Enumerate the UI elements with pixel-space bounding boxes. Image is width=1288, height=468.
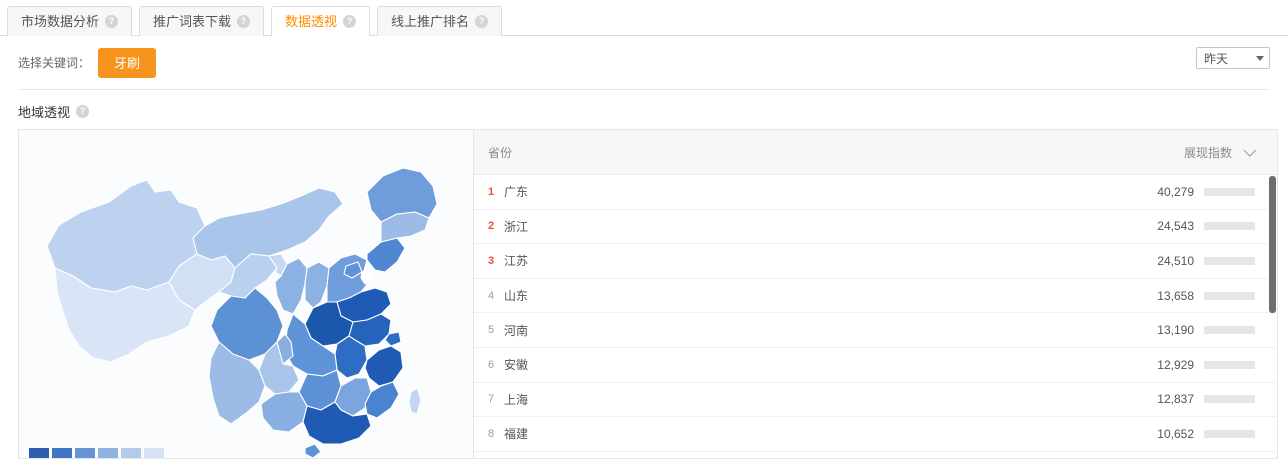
row-rank: 5 xyxy=(488,324,495,337)
legend-swatch-1 xyxy=(29,448,49,458)
column-header-index[interactable]: 展现指数 xyxy=(1183,143,1257,161)
tab-online-promotion-ranking[interactable]: 线上推广排名 ? xyxy=(377,6,503,36)
chevron-down-icon xyxy=(1256,55,1264,61)
map-region-taiwan xyxy=(408,387,422,415)
map-region-tianjin xyxy=(360,269,373,285)
date-range-select[interactable]: 昨天 xyxy=(1196,47,1270,69)
map-region-tibet xyxy=(54,267,196,363)
table-body[interactable]: 1 广东 40,279 2 浙江 24,543 3 江苏 24,510 4 山东 13,658 5 河南 1… xyxy=(474,175,1277,458)
keyword-chip-toothbrush[interactable]: 牙刷 xyxy=(98,47,157,78)
row-index-value: 13,658 xyxy=(1157,288,1194,303)
row-bar-track xyxy=(1204,326,1255,335)
help-icon[interactable]: ? xyxy=(475,15,489,28)
row-bar-track xyxy=(1204,187,1255,196)
table-row[interactable]: 3 江苏 24,510 xyxy=(474,244,1277,279)
map-region-shanxi xyxy=(304,261,330,309)
keyword-label: 选择关键词： xyxy=(18,56,91,70)
table-row[interactable]: 7 上海 12,837 xyxy=(474,383,1277,418)
section-divider xyxy=(18,89,1270,90)
row-bar-track xyxy=(1204,291,1255,300)
legend-swatch-3 xyxy=(75,448,95,458)
map-region-anhui xyxy=(334,335,368,379)
row-rank: 4 xyxy=(488,289,495,302)
tab-keyword-list-download[interactable]: 推广词表下载 ? xyxy=(139,6,265,36)
map-region-shaanxi xyxy=(274,257,308,315)
map-region-hainan xyxy=(304,443,322,458)
row-index-value: 12,837 xyxy=(1157,392,1194,407)
date-range-value: 昨天 xyxy=(1204,51,1229,66)
table-row[interactable]: 1 广东 40,279 xyxy=(474,175,1277,210)
row-index-value: 24,543 xyxy=(1157,219,1194,234)
tab-label: 推广词表下载 xyxy=(153,14,232,29)
table-header: 省份 展现指数 xyxy=(474,130,1277,175)
column-header-province: 省份 xyxy=(488,145,513,160)
table-row[interactable]: 2 浙江 24,543 xyxy=(474,210,1277,245)
map-region-guangdong xyxy=(302,401,372,445)
row-bar-track xyxy=(1204,429,1255,438)
map-color-legend xyxy=(29,448,164,458)
row-index-value: 10,652 xyxy=(1157,426,1194,441)
tab-label: 市场数据分析 xyxy=(21,14,100,29)
row-rank: 3 xyxy=(488,254,495,267)
help-icon[interactable]: ? xyxy=(76,105,90,118)
tab-label: 线上推广排名 xyxy=(391,14,470,29)
tab-market-data-analysis[interactable]: 市场数据分析 ? xyxy=(7,6,133,36)
section-title-text: 地域透视 xyxy=(18,105,71,120)
help-icon[interactable]: ? xyxy=(237,15,251,28)
row-province-name: 福建 xyxy=(504,427,529,442)
table-row[interactable]: 5 河南 13,190 xyxy=(474,313,1277,348)
row-rank: 7 xyxy=(488,393,495,406)
column-header-index-label: 展现指数 xyxy=(1183,145,1232,160)
row-rank: 1 xyxy=(488,185,495,198)
row-rank: 8 xyxy=(488,427,495,440)
row-province-name: 江苏 xyxy=(504,254,529,269)
row-province-name: 浙江 xyxy=(504,219,529,234)
map-region-beijing xyxy=(343,261,363,279)
regional-content: 省份 展现指数 1 广东 40,279 2 浙江 24,543 3 江苏 24,510 4 山东 13… xyxy=(18,129,1278,459)
keyword-selector-row: 选择关键词： 牙刷 昨天 xyxy=(0,36,1288,89)
row-rank: 6 xyxy=(488,358,495,371)
tab-bar: 市场数据分析 ? 推广词表下载 ? 数据透视 ? 线上推广排名 ? xyxy=(0,0,1288,37)
help-icon[interactable]: ? xyxy=(343,15,357,28)
row-bar-track xyxy=(1204,360,1255,369)
row-province-name: 河南 xyxy=(504,323,529,338)
vertical-scrollbar-thumb[interactable] xyxy=(1269,176,1276,313)
row-bar-track xyxy=(1204,222,1255,231)
table-row[interactable]: 6 安徽 12,929 xyxy=(474,348,1277,383)
chevron-down-icon[interactable] xyxy=(1243,143,1257,157)
legend-swatch-5 xyxy=(121,448,141,458)
china-choropleth-map[interactable] xyxy=(18,129,473,459)
row-index-value: 12,929 xyxy=(1157,357,1194,372)
tab-label: 数据透视 xyxy=(285,14,338,29)
table-row[interactable]: 4 山东 13,658 xyxy=(474,279,1277,314)
row-bar-track xyxy=(1204,395,1255,404)
province-ranking-table: 省份 展现指数 1 广东 40,279 2 浙江 24,543 3 江苏 24,510 4 山东 13… xyxy=(473,129,1278,459)
row-index-value: 40,279 xyxy=(1157,184,1194,199)
map-region-guangxi xyxy=(260,391,308,433)
map-region-liaoning xyxy=(366,237,406,273)
row-province-name: 广东 xyxy=(504,185,529,200)
map-region-inner-mongolia xyxy=(192,187,344,269)
row-index-value: 13,190 xyxy=(1157,323,1194,338)
row-province-name: 安徽 xyxy=(504,358,529,373)
row-rank: 2 xyxy=(488,220,495,233)
legend-swatch-2 xyxy=(52,448,72,458)
row-index-value: 24,510 xyxy=(1157,253,1194,268)
map-svg xyxy=(46,167,438,458)
tab-data-perspective[interactable]: 数据透视 ? xyxy=(271,6,371,37)
row-bar-track xyxy=(1204,256,1255,265)
legend-swatch-6 xyxy=(144,448,164,458)
section-title-regional: 地域透视 ? xyxy=(0,90,1288,129)
legend-swatch-4 xyxy=(98,448,118,458)
row-province-name: 山东 xyxy=(504,289,529,304)
map-region-fujian xyxy=(364,381,400,419)
map-region-heilongjiang xyxy=(366,167,438,223)
help-icon[interactable]: ? xyxy=(105,15,119,28)
map-region-yunnan xyxy=(208,341,266,425)
table-row[interactable]: 8 福建 10,652 xyxy=(474,417,1277,452)
map-region-shanghai xyxy=(384,331,402,347)
map-region-zhejiang xyxy=(364,345,404,387)
row-province-name: 上海 xyxy=(504,392,529,407)
